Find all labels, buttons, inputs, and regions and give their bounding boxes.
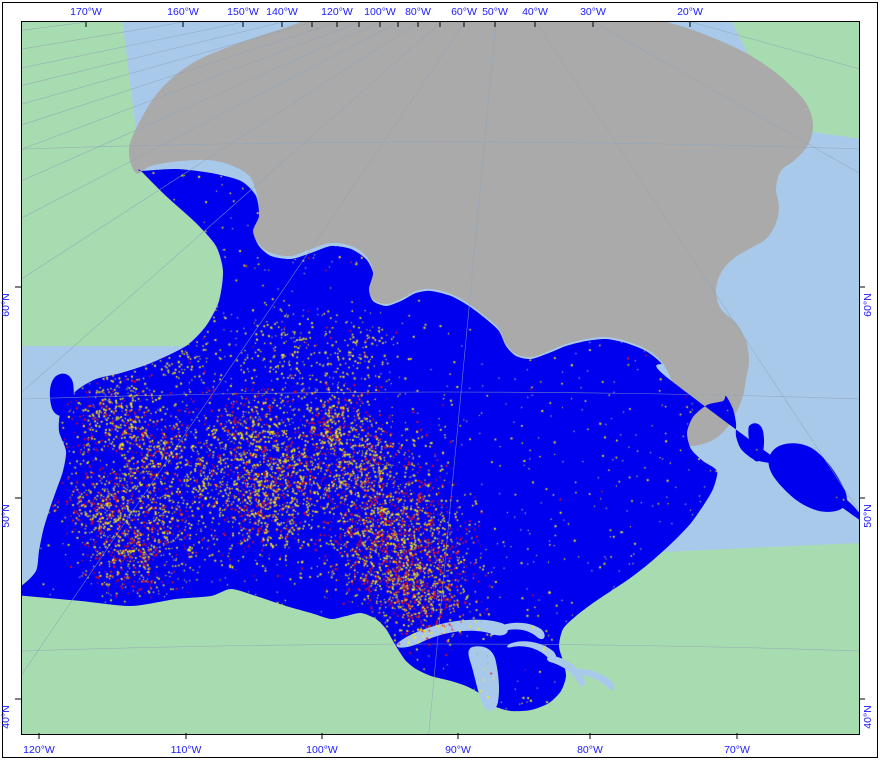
svg-text:100°W: 100°W — [364, 6, 396, 18]
svg-text:50°N: 50°N — [862, 504, 874, 527]
svg-text:80°W: 80°W — [405, 6, 431, 18]
svg-text:110°W: 110°W — [171, 744, 202, 756]
svg-text:160°W: 160°W — [167, 6, 199, 18]
svg-text:50°W: 50°W — [482, 6, 508, 18]
svg-text:40°W: 40°W — [522, 6, 548, 18]
svg-text:50°N: 50°N — [0, 504, 12, 527]
svg-text:70°W: 70°W — [724, 744, 750, 756]
svg-text:60°N: 60°N — [862, 293, 874, 316]
svg-text:40°N: 40°N — [0, 705, 12, 728]
svg-text:170°W: 170°W — [70, 6, 102, 18]
svg-text:60°N: 60°N — [0, 293, 12, 316]
svg-text:150°W: 150°W — [227, 6, 259, 18]
svg-text:120°W: 120°W — [321, 6, 353, 18]
svg-text:100°W: 100°W — [306, 744, 338, 756]
svg-text:20°W: 20°W — [677, 6, 703, 18]
svg-text:120°W: 120°W — [23, 744, 55, 756]
svg-text:90°W: 90°W — [445, 744, 471, 756]
svg-text:40°N: 40°N — [862, 705, 874, 728]
svg-text:60°W: 60°W — [451, 6, 477, 18]
svg-text:30°W: 30°W — [580, 6, 606, 18]
svg-text:140°W: 140°W — [266, 6, 298, 18]
svg-text:80°W: 80°W — [577, 744, 603, 756]
